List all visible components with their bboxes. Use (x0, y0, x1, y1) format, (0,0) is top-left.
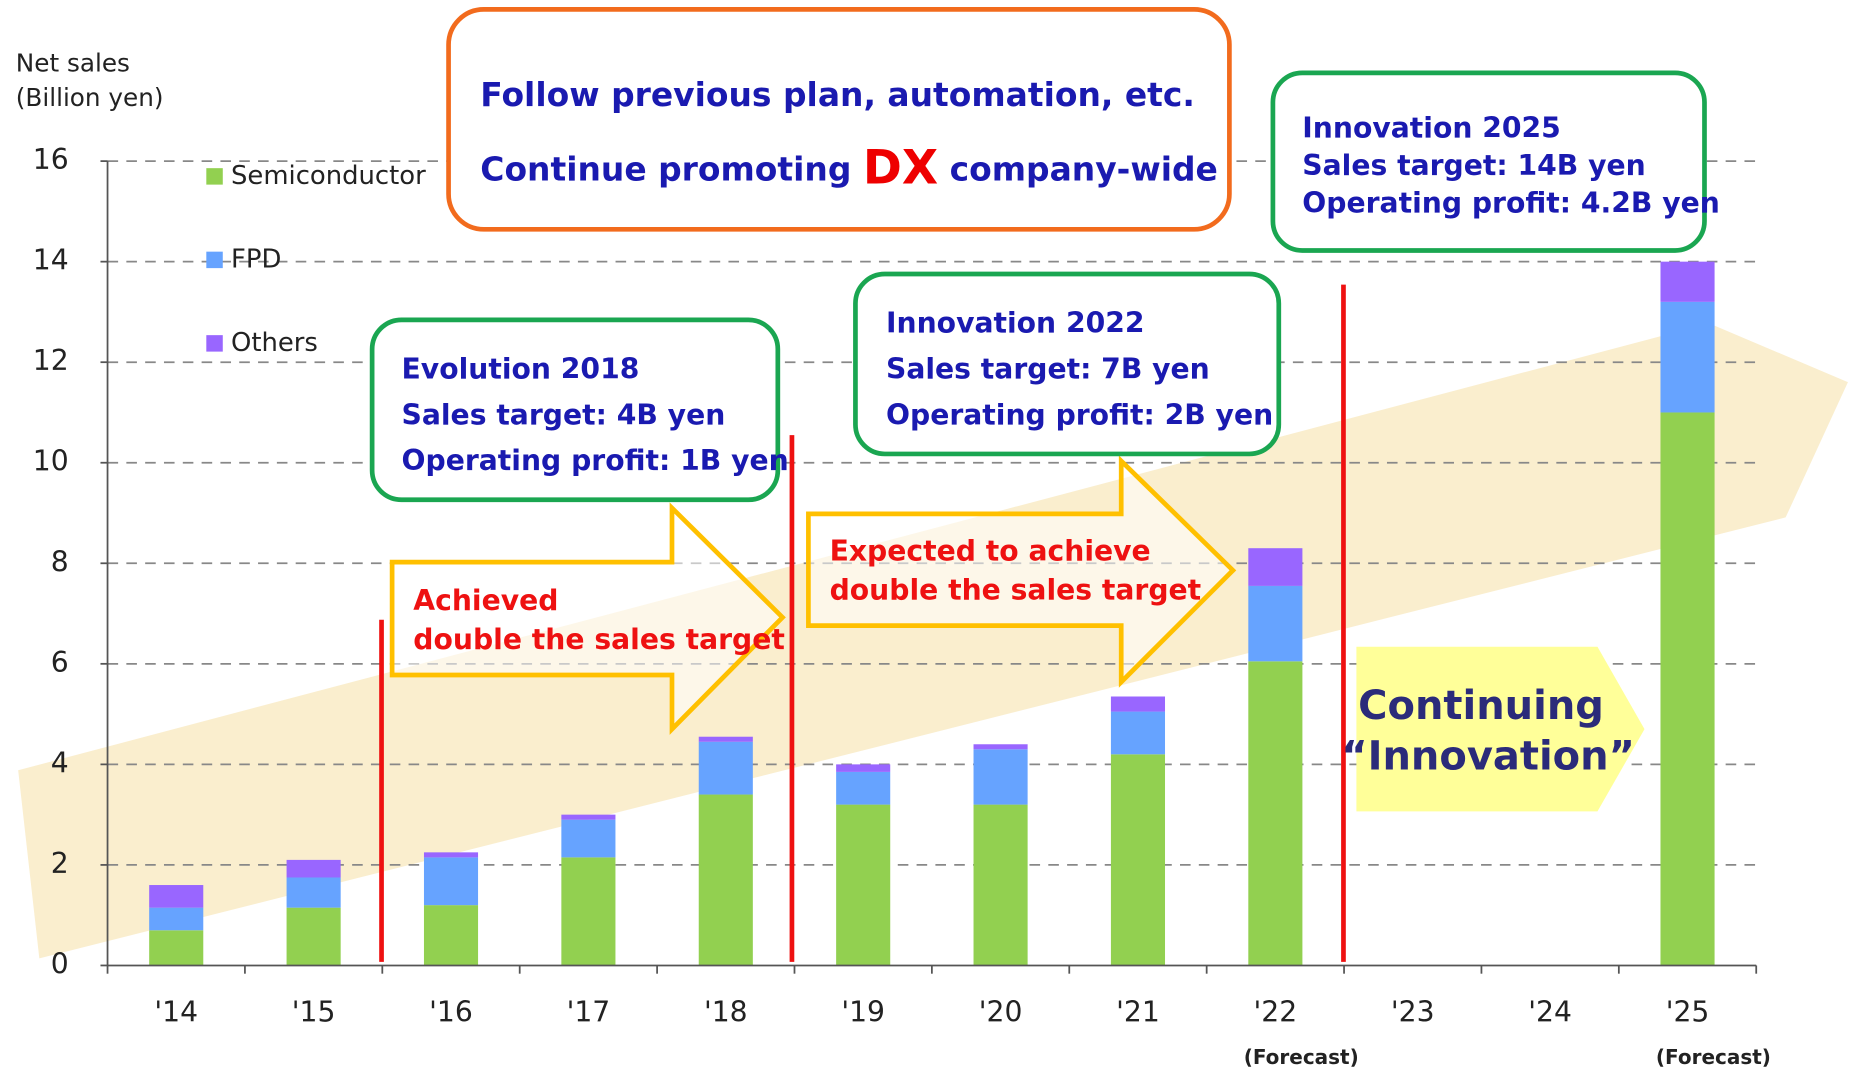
bar-segment (423, 857, 479, 906)
bar-segment (149, 885, 204, 908)
continuing-arrow (1356, 646, 1645, 812)
x-sublabel: (Forecast) (1244, 1045, 1359, 1069)
legend-label: FPD (231, 244, 281, 274)
y-tick-label: 2 (51, 847, 69, 880)
bar-segment (973, 749, 1028, 805)
goal-text: Innovation 2025 (1302, 111, 1561, 144)
bar-segment (286, 859, 341, 878)
texts: Follow previous plan, automation, etc. C… (16, 49, 1771, 1069)
y-tick-label: 14 (33, 244, 69, 277)
y-axis-label: Net sales (16, 49, 130, 78)
arrow-note: double the sales target (830, 574, 1202, 607)
y-tick-label: 4 (51, 746, 69, 779)
plan-text: Continue promoting (480, 149, 851, 188)
bar-segment (561, 814, 616, 820)
bar-segment (836, 764, 891, 772)
bar-segment (836, 804, 891, 966)
bar-segment (1248, 585, 1303, 662)
y-tick-label: 6 (51, 646, 69, 679)
x-tick-label: '20 (979, 996, 1023, 1029)
y-axis-label: (Billion yen) (16, 83, 164, 112)
plan-box (446, 7, 1232, 232)
legend-marker (206, 335, 223, 352)
bar-segment (1110, 711, 1166, 755)
goal-text: Operating profit: 1B yen (402, 444, 789, 477)
y-tick-label: 8 (51, 545, 69, 578)
x-tick-label: '24 (1528, 996, 1572, 1029)
trend-arrow (18, 323, 1848, 959)
goal-box (1270, 70, 1707, 253)
x-tick-label: '15 (292, 996, 336, 1029)
bar-segment (286, 907, 341, 966)
goal-text: Innovation 2022 (886, 307, 1145, 340)
arrow (389, 502, 786, 735)
x-tick-label: '18 (704, 996, 748, 1029)
x-sublabel: (Forecast) (1656, 1045, 1771, 1069)
arrow-note: Achieved (413, 584, 558, 617)
bar-segment (1660, 261, 1715, 302)
x-tick-label: '22 (1254, 996, 1298, 1029)
y-tick-label: 0 (51, 947, 69, 980)
plan-text: Continue promoting DX company-wide (480, 140, 1218, 195)
plan-text: company-wide (950, 149, 1218, 188)
bar-segment (1660, 301, 1715, 413)
bar-segment (698, 794, 753, 966)
x-tick-label: '23 (1391, 996, 1435, 1029)
continuing-text: Continuing (1358, 683, 1604, 729)
bar-segment (698, 741, 753, 795)
bar-segment (1110, 754, 1166, 966)
goal-text: Evolution 2018 (402, 352, 640, 385)
arrow (806, 455, 1237, 688)
bar-segment (149, 930, 204, 966)
goal-text: Operating profit: 2B yen (886, 398, 1273, 431)
plan-highlight: DX (863, 140, 938, 195)
bar-segment (973, 804, 1028, 966)
bar-segment (423, 852, 479, 858)
legend-label: Semiconductor (231, 161, 426, 191)
bars (149, 261, 1715, 966)
bar-segment (1248, 661, 1303, 966)
goal-box (369, 317, 781, 503)
background (18, 323, 1848, 959)
bar-segment (149, 907, 204, 931)
bar-segment (1110, 696, 1166, 712)
x-tick-label: '16 (429, 996, 473, 1029)
x-tick-label: '14 (154, 996, 198, 1029)
bar-segment (286, 877, 341, 908)
continuing-text: “Innovation” (1341, 733, 1635, 779)
goal-text: Sales target: 7B yen (886, 352, 1210, 385)
y-tick-label: 12 (33, 344, 69, 377)
bar-segment (836, 771, 891, 805)
legend-marker (206, 251, 223, 269)
bar-segment (561, 857, 616, 966)
x-tick-label: '17 (567, 996, 611, 1029)
x-tick-label: '19 (841, 996, 885, 1029)
foreground (106, 161, 1758, 974)
bar-segment (973, 744, 1028, 750)
goal-text: Operating profit: 4.2B yen (1302, 187, 1720, 220)
decorations (369, 7, 1707, 962)
legend-label: Others (231, 328, 318, 358)
bar-segment (1248, 548, 1303, 586)
legend-marker (206, 168, 223, 185)
y-tick-label: 16 (33, 143, 69, 176)
bar-segment (561, 819, 616, 858)
goal-text: Sales target: 4B yen (402, 398, 726, 431)
goal-box (853, 271, 1282, 457)
x-tick-label: '25 (1666, 996, 1710, 1029)
bar-segment (423, 905, 479, 966)
y-tick-label: 10 (33, 445, 69, 478)
goal-text: Sales target: 14B yen (1302, 149, 1645, 182)
plan-text: Follow previous plan, automation, etc. (480, 75, 1195, 114)
arrow-note: double the sales target (413, 623, 785, 656)
bar-segment (1660, 412, 1715, 966)
x-tick-label: '21 (1116, 996, 1160, 1029)
bar-segment (698, 736, 753, 742)
arrow-note: Expected to achieve (830, 535, 1151, 568)
